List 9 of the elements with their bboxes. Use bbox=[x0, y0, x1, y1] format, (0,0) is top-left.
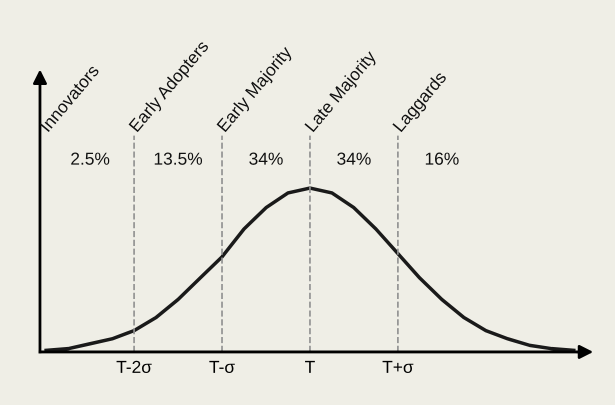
text: 13.5% bbox=[154, 152, 202, 165]
text: 34% bbox=[337, 152, 371, 165]
text: 2.5% bbox=[71, 152, 110, 165]
x-tick-label: T-2σ bbox=[116, 360, 152, 374]
x-tick-label: T-σ bbox=[209, 360, 235, 374]
x-tick-label: T+σ bbox=[382, 360, 414, 374]
text: 34% bbox=[249, 152, 283, 165]
text: 16% bbox=[426, 152, 459, 165]
x-tick-label: T bbox=[305, 360, 315, 373]
